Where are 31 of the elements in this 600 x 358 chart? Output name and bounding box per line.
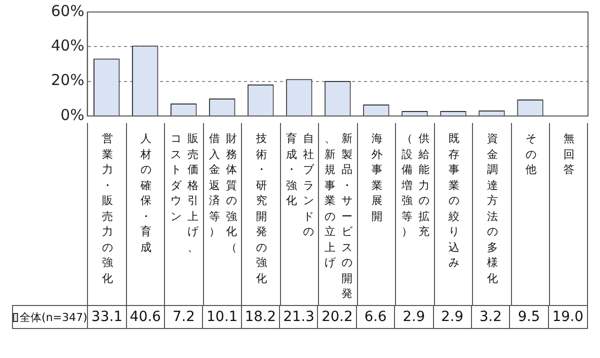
category-label: 自社ブランドの育成・強化 — [286, 132, 314, 238]
data-label: 9.5 — [510, 306, 549, 328]
x-tick-label: 人材の確保・育成 — [140, 132, 152, 254]
data-label: 10.1 — [203, 306, 242, 328]
category-label: 既存事業の絞り込み — [448, 132, 460, 269]
x-tick-label: 海外事業展開 — [372, 132, 383, 222]
data-label: 2.9 — [395, 306, 434, 328]
y-tick-label: 60% — [50, 2, 84, 20]
category-label: 技術・研究開発の強化 — [256, 132, 268, 284]
category-label: 資金調達方法の多様化 — [487, 132, 498, 284]
category-label: 財務体質の強化（借入金返済等） — [209, 132, 238, 254]
text: 19.0 — [552, 309, 584, 325]
category-label: 販売価格引上げ、コストダウン — [170, 132, 199, 254]
legend-label: 全体(n=347) — [20, 310, 88, 324]
y-tick-label: 0% — [60, 106, 84, 124]
data-label: 33.1 — [88, 306, 127, 328]
data-label: 3.2 — [472, 306, 510, 328]
category-label: 供給能力の拡充（設備増強等） — [402, 132, 430, 238]
x-tick-label: その他 — [526, 132, 537, 176]
data-label: 2.9 — [434, 306, 472, 328]
data-label: 20.2 — [318, 306, 357, 328]
x-tick-label: 無回答 — [564, 132, 575, 176]
y-tick-label: 40% — [50, 36, 84, 55]
category-label: 営業力・販売力の強化 — [102, 132, 114, 284]
data-label: 7.2 — [165, 306, 204, 328]
y-tick-label: 20% — [50, 71, 84, 90]
data-label: 21.3 — [280, 306, 318, 328]
data-label: 40.6 — [126, 306, 166, 328]
data-label: 6.6 — [356, 306, 396, 328]
data-label: 18.2 — [242, 306, 280, 328]
category-label: 新製品・サービスの開発、新規事業の立上げ — [324, 132, 353, 300]
